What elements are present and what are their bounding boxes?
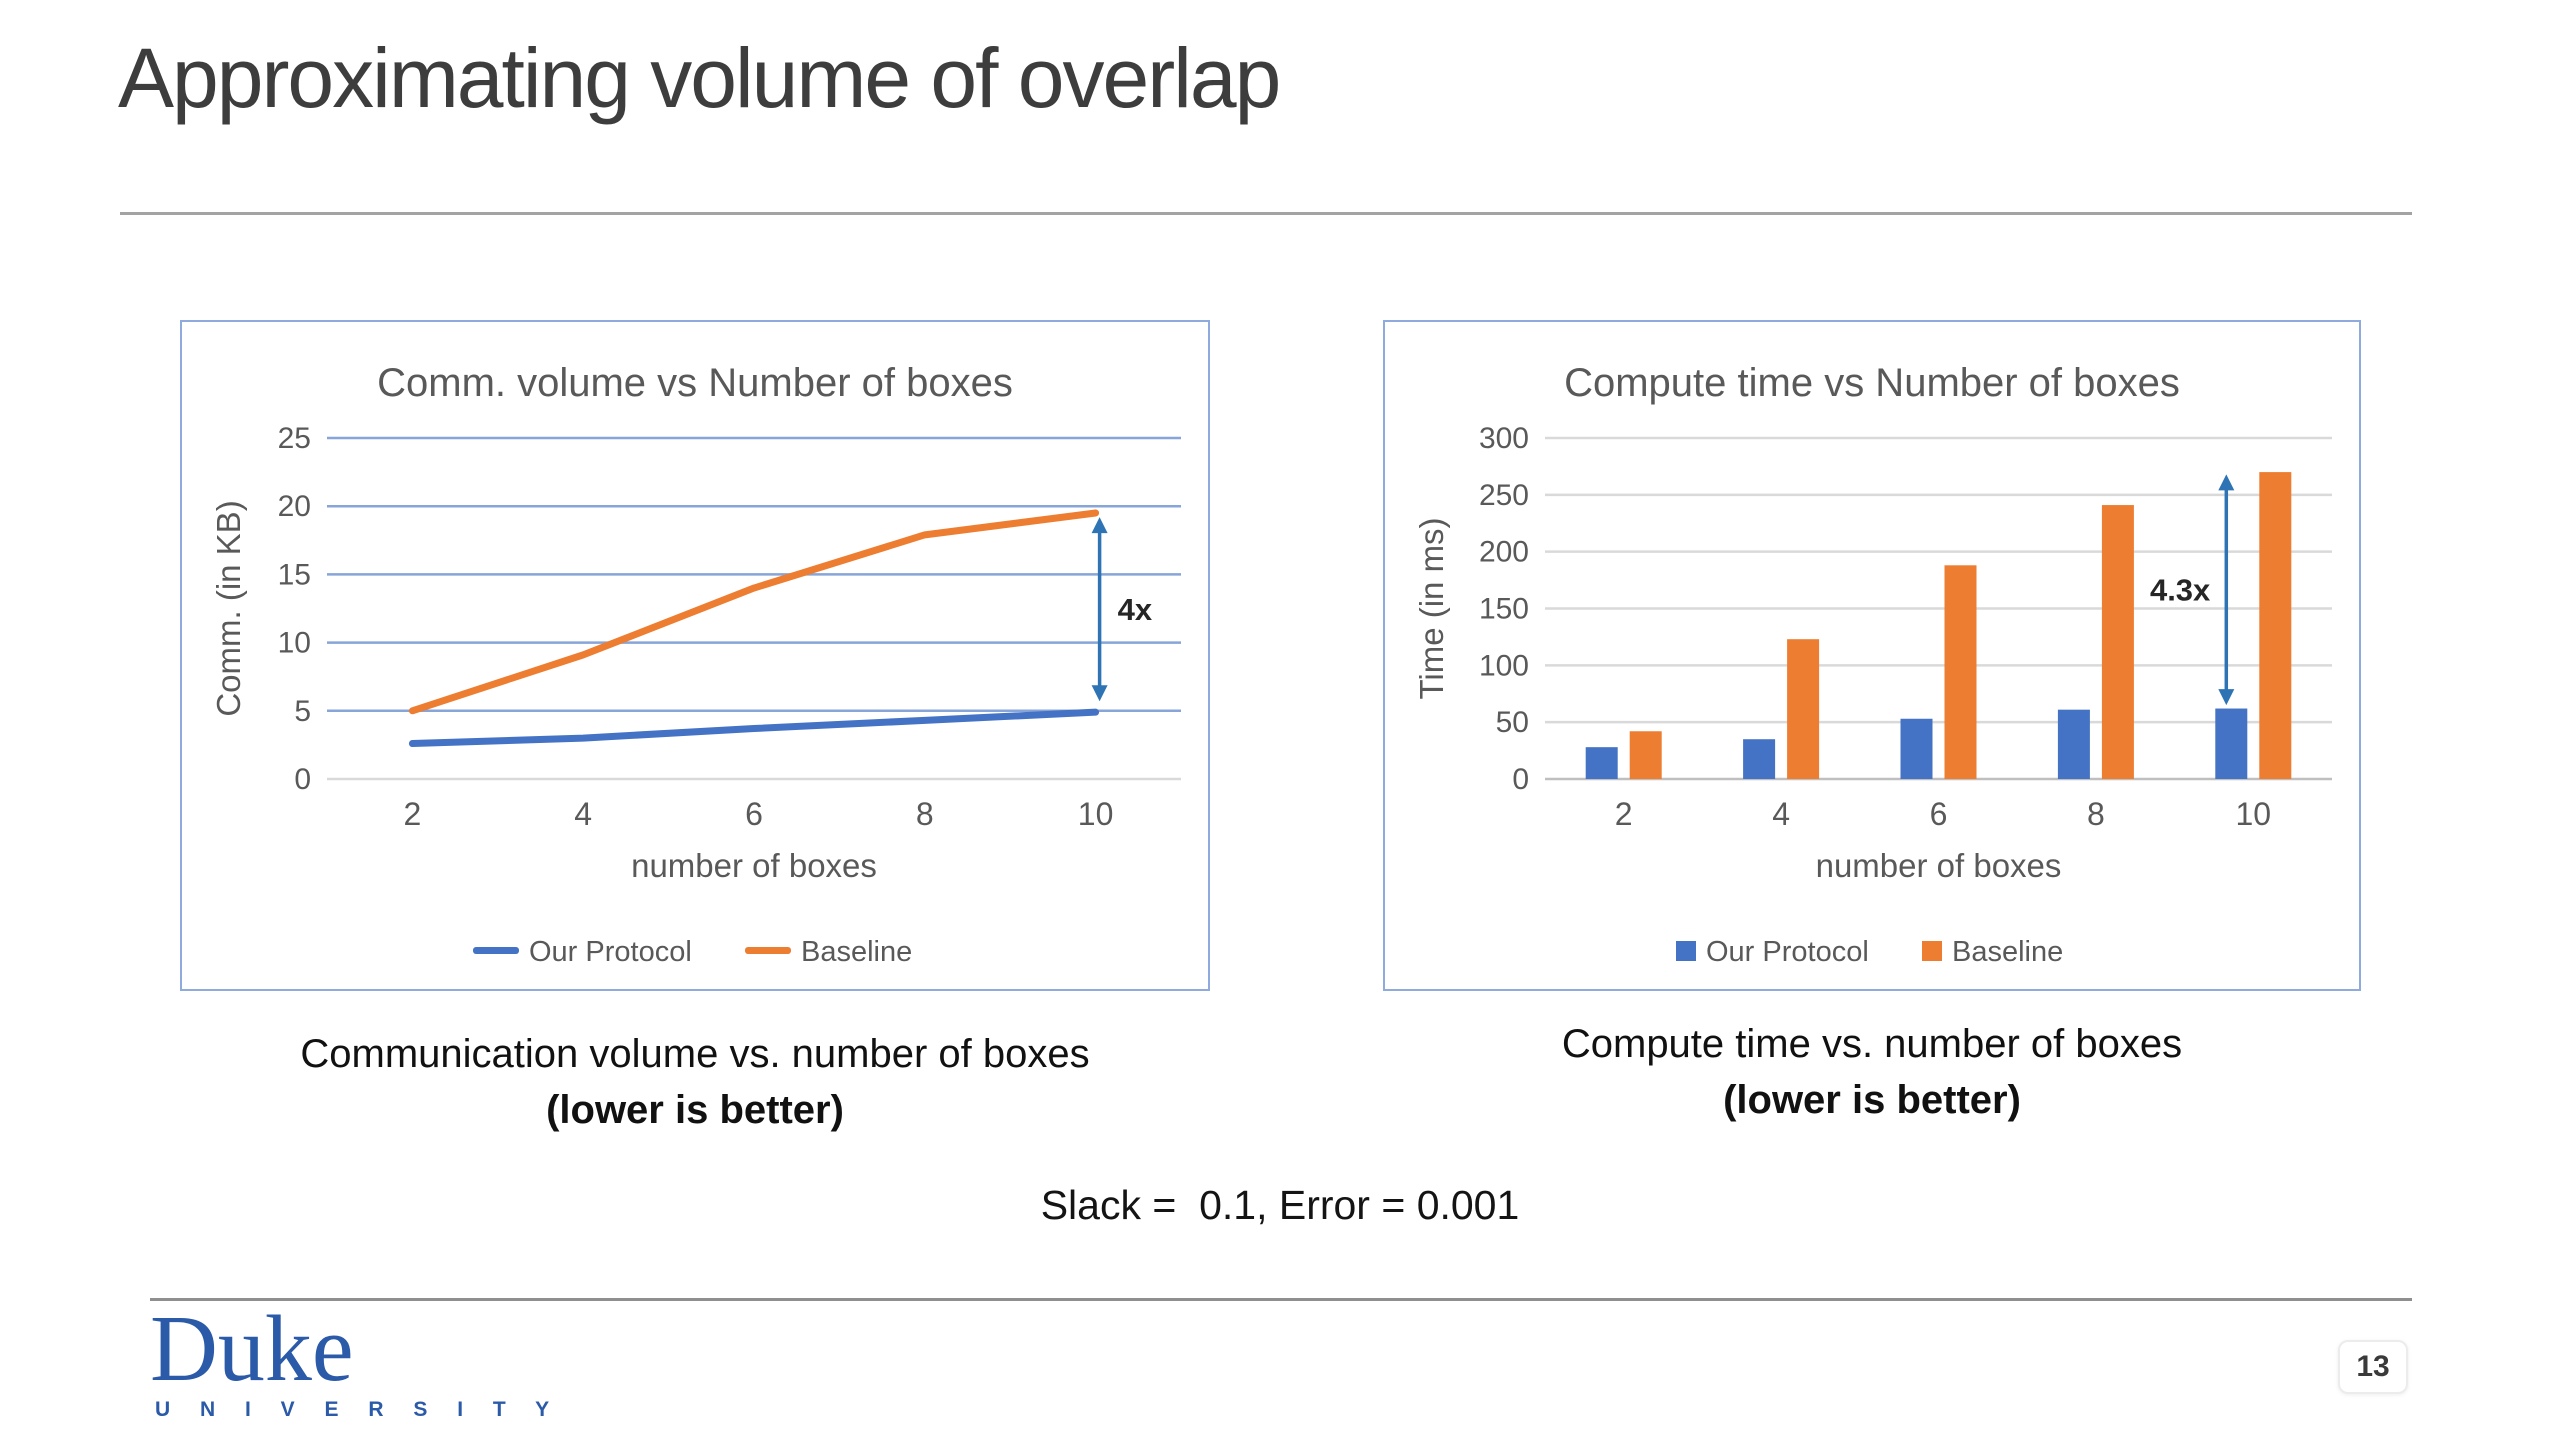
line-series (408, 509, 1100, 715)
slide-title: Approximating volume of overlap (118, 31, 1281, 125)
y-tick-label: 100 (1479, 649, 1529, 682)
title-divider (120, 212, 2412, 215)
x-tick-label: 10 (2236, 796, 2272, 832)
y-tick-label: 25 (278, 422, 311, 455)
comm-caption-line1: Communication volume vs. number of boxes (300, 1032, 1090, 1076)
compute-caption-line2: (lower is better) (1723, 1078, 2021, 1122)
compute-chart-caption: Compute time vs. number of boxes (lower … (1383, 1016, 2361, 1128)
bar (1743, 739, 1776, 779)
x-tick-label: 2 (1615, 796, 1633, 832)
bar (1585, 747, 1618, 779)
range-arrow-icon (1091, 517, 1108, 702)
legend: Our Protocol Baseline (473, 936, 912, 968)
x-axis-title: number of boxes (1816, 847, 2062, 884)
comm-volume-chart-canvas: 0 5 10 15 20 25 2 4 6 8 10 number of boxes Comm. (in… (210, 361, 1181, 968)
legend-label: Baseline (1952, 936, 2063, 968)
comm-caption-line2: (lower is better) (546, 1088, 844, 1132)
bar (2101, 505, 2134, 779)
y-tick-label: 0 (294, 763, 311, 796)
annotation-label: 4.3x (2150, 573, 2211, 608)
x-tick-label: 4 (574, 796, 592, 832)
x-axis-title: number of boxes (631, 847, 877, 884)
bar (2215, 708, 2248, 779)
legend-line-swatch (745, 947, 791, 954)
page-number: 13 (2356, 1350, 2390, 1383)
compute-time-chart-canvas: 0 50 100 150 200 250 300 2 4 6 8 10 number of boxes T… (1413, 361, 2332, 968)
y-tick-label: 20 (278, 490, 311, 523)
y-tick-label: 150 (1479, 593, 1529, 626)
annotation-label: 4x (1118, 592, 1153, 627)
bar (2259, 472, 2292, 779)
line-series (408, 708, 1100, 748)
legend-label: Our Protocol (1706, 936, 1869, 968)
comm-volume-chart: 0 5 10 15 20 25 2 4 6 8 10 number of boxes Comm. (in… (180, 320, 1210, 991)
range-arrow-icon (2218, 474, 2235, 706)
legend-label: Our Protocol (529, 936, 692, 968)
x-tick-label: 6 (1930, 796, 1948, 832)
y-tick-label: 300 (1479, 422, 1529, 455)
x-tick-label: 6 (745, 796, 763, 832)
bar (2057, 709, 2090, 779)
duke-logo-university: U N I V E R S I T Y (155, 1398, 562, 1421)
page-number-badge: 13 (2338, 1340, 2408, 1394)
legend-square-swatch (1676, 941, 1696, 961)
series (408, 509, 1100, 748)
y-tick-label: 0 (1512, 763, 1529, 796)
y-tick-label: 250 (1479, 479, 1529, 512)
compute-time-chart: 0 50 100 150 200 250 300 2 4 6 8 10 number of boxes T… (1383, 320, 2361, 991)
x-tick-label: 8 (2087, 796, 2105, 832)
x-tick-label: 8 (916, 796, 934, 832)
footer-divider (150, 1298, 2412, 1301)
x-tick-label: 4 (1772, 796, 1790, 832)
parameters-line: Slack = 0.1, Error = 0.001 (1040, 1182, 1520, 1228)
chart-title: Comm. volume vs Number of boxes (377, 361, 1013, 405)
legend-label: Baseline (801, 936, 912, 968)
duke-logo: Duke U N I V E R S I T Y (150, 1302, 561, 1422)
y-axis-title: Comm. (in KB) (210, 500, 247, 716)
y-tick-label: 5 (294, 695, 311, 728)
bar (1787, 639, 1820, 779)
gridlines (1545, 436, 2332, 781)
series (1585, 472, 2292, 779)
y-tick-label: 10 (278, 627, 311, 660)
duke-logo-wordmark: Duke (150, 1297, 354, 1401)
y-tick-label: 50 (1496, 706, 1529, 739)
legend: Our Protocol Baseline (1676, 936, 2063, 968)
legend-line-swatch (473, 947, 519, 954)
comm-chart-caption: Communication volume vs. number of boxes… (150, 1026, 1240, 1138)
chart-title: Compute time vs Number of boxes (1564, 361, 2180, 405)
gridlines (327, 436, 1181, 781)
bar (1900, 718, 1933, 779)
y-tick-label: 200 (1479, 536, 1529, 569)
bar (1944, 565, 1977, 779)
x-tick-label: 2 (404, 796, 422, 832)
compute-caption-line1: Compute time vs. number of boxes (1561, 1022, 2183, 1066)
bar (1629, 731, 1662, 779)
legend-square-swatch (1922, 941, 1942, 961)
y-tick-label: 15 (278, 558, 311, 591)
y-axis-title: Time (in ms) (1413, 517, 1450, 699)
x-tick-label: 10 (1078, 796, 1114, 832)
